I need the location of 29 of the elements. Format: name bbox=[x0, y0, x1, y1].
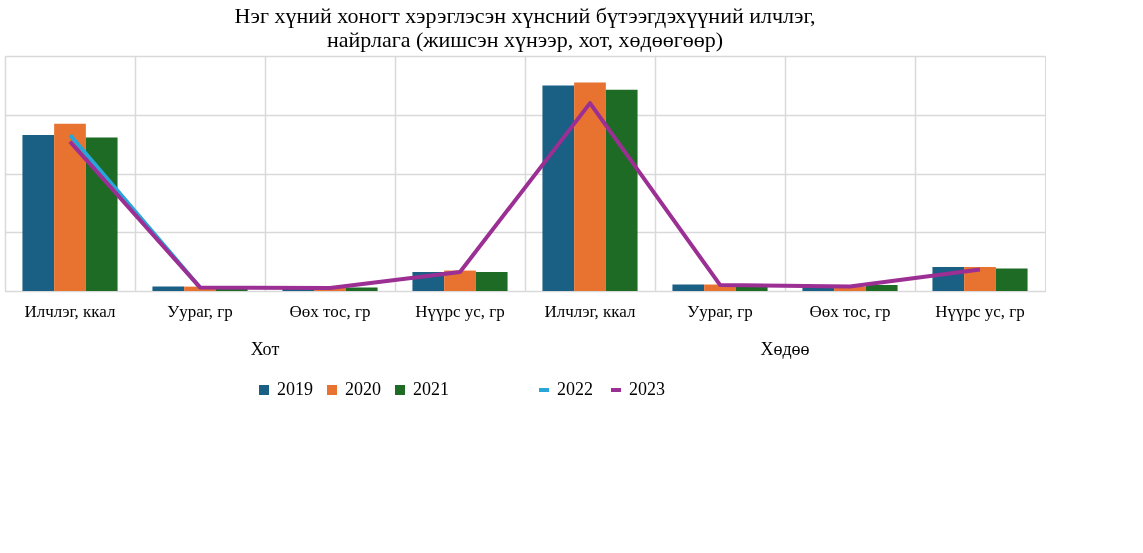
chart-title: Нэг хүний хоногт хэрэглэсэн хүнсний бүтээгдэхүүний илчлэг, найрлага (жишсэн хүнээр, хот, хөдөөгөөр) bbox=[234, 3, 816, 52]
x-tick-label: Өөх тос, гр bbox=[809, 301, 891, 321]
bar bbox=[865, 284, 898, 291]
text: Хөдөө bbox=[760, 339, 810, 359]
x-tick-label: Нүүрс ус, гр bbox=[935, 301, 1025, 321]
legend-label: 2020 bbox=[345, 379, 381, 399]
bar bbox=[542, 85, 575, 291]
legend-label: 2022 bbox=[557, 379, 593, 399]
bar bbox=[964, 267, 996, 291]
legend-label: 2019 bbox=[277, 379, 313, 399]
bar bbox=[672, 284, 705, 291]
bar bbox=[995, 268, 1028, 291]
x-tick-label: Өөх тос, гр bbox=[289, 301, 371, 321]
bar bbox=[85, 137, 118, 291]
x-tick-label: Уураг, гр bbox=[687, 301, 753, 321]
bar bbox=[22, 135, 55, 291]
bar bbox=[345, 287, 378, 291]
text: Хот bbox=[250, 339, 280, 359]
x-tick-label: Илчлэг, ккал bbox=[24, 301, 117, 321]
x-tick-label: Нүүрс ус, гр bbox=[415, 301, 505, 321]
legend-label: 2023 bbox=[629, 379, 665, 399]
bar bbox=[574, 82, 606, 291]
legend-label: 2021 bbox=[413, 379, 449, 399]
bar bbox=[605, 89, 638, 291]
bar bbox=[475, 272, 508, 291]
x-tick-label: Илчлэг, ккал bbox=[544, 301, 637, 321]
x-tick-label: Уураг, гр bbox=[167, 301, 233, 321]
bar bbox=[152, 286, 185, 291]
bar bbox=[54, 123, 86, 291]
